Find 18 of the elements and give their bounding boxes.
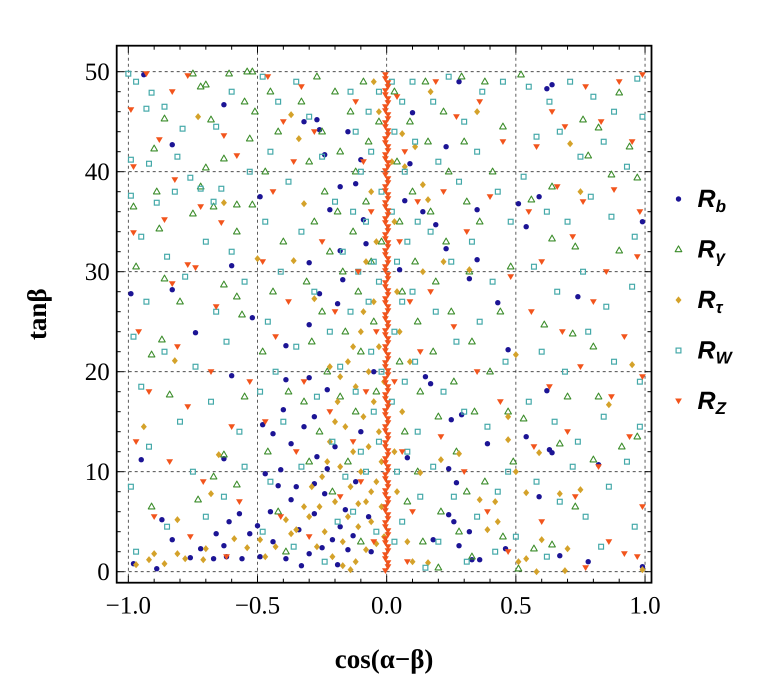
x-tick-label: 0.0 (371, 592, 402, 620)
y-tick-label: 0 (97, 559, 110, 586)
x-tick-label: −1.0 (106, 592, 152, 620)
y-axis-title: tanβ (22, 288, 52, 340)
x-axis-title: cos(α−β) (334, 644, 434, 674)
legend-label: R$_{γ}$ (698, 236, 727, 267)
x-tick-label: −0.5 (234, 592, 280, 620)
y-tick-label: 40 (84, 159, 110, 186)
y-tick-label: 30 (84, 259, 110, 286)
legend-label: R$_{b}$ (698, 185, 726, 216)
x-tick-label: 1.0 (629, 592, 661, 620)
y-tick-label: 10 (84, 459, 110, 486)
legend-label: R$_{Z}$ (698, 387, 727, 418)
legend-label: R$_{τ}$ (698, 286, 724, 318)
y-tick-label: 20 (84, 359, 110, 386)
x-tick-label: 0.5 (500, 592, 532, 620)
y-tick-label: 50 (84, 59, 110, 86)
legend-label: R$_{W}$ (698, 336, 734, 368)
